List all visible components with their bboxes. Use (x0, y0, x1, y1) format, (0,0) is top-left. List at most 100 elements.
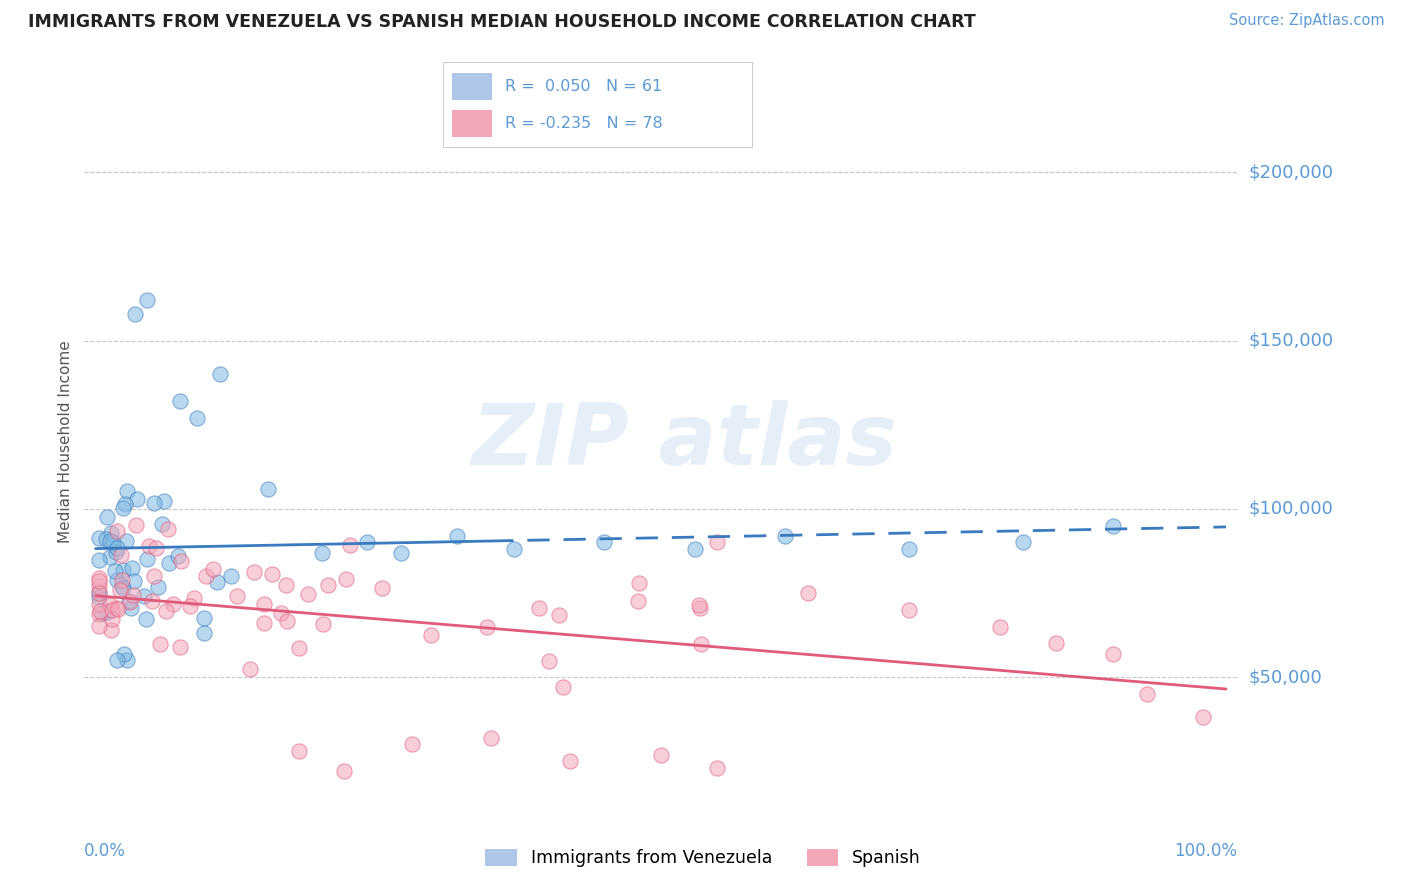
Point (105, 541, 128, 555)
Point (797, 586, 820, 600)
Bar (453, 110, 492, 137)
Point (112, 647, 135, 661)
Point (683, 542, 706, 557)
Point (479, 731, 502, 745)
Point (136, 552, 159, 566)
Point (149, 637, 172, 651)
Point (446, 529, 468, 543)
Point (371, 581, 394, 595)
Point (276, 578, 298, 592)
Point (118, 593, 141, 607)
Point (773, 529, 796, 543)
Point (87, 574, 110, 588)
Point (96, 605, 118, 619)
Point (89, 586, 111, 600)
Point (100, 526, 122, 541)
Text: ZIP atlas: ZIP atlas (471, 400, 897, 483)
Point (94, 532, 117, 546)
Point (100, 603, 122, 617)
Point (124, 307, 146, 321)
Point (87, 571, 110, 585)
Point (155, 604, 177, 618)
Point (1102, 647, 1125, 661)
Point (98, 599, 121, 613)
Text: 0.0%: 0.0% (84, 842, 127, 860)
Bar (453, 72, 492, 100)
Point (120, 601, 142, 615)
Point (551, 681, 574, 695)
Point (115, 653, 138, 667)
Point (401, 738, 423, 752)
Point (101, 534, 124, 549)
Point (111, 501, 134, 516)
Point (219, 569, 242, 583)
Point (121, 561, 143, 575)
Point (183, 591, 205, 605)
Point (335, 573, 357, 587)
Point (132, 589, 155, 603)
Point (87, 597, 110, 611)
Point (89, 585, 111, 599)
Point (111, 579, 134, 593)
Text: $100,000: $100,000 (1249, 500, 1333, 518)
Point (96, 509, 118, 524)
Text: R = -0.235   N = 78: R = -0.235 N = 78 (505, 116, 662, 131)
Point (138, 539, 160, 553)
Point (297, 586, 319, 600)
Point (253, 597, 276, 611)
Point (898, 603, 921, 617)
Point (87, 532, 110, 546)
Point (420, 628, 443, 642)
Point (502, 542, 524, 557)
Point (260, 566, 283, 581)
Point (193, 611, 215, 625)
Point (706, 761, 728, 775)
Text: R =  0.050   N = 61: R = 0.050 N = 61 (505, 78, 662, 94)
Point (276, 614, 298, 628)
Point (312, 616, 335, 631)
Point (239, 662, 262, 676)
Point (179, 599, 201, 613)
Point (115, 533, 138, 548)
Point (89, 604, 111, 618)
Point (253, 615, 276, 630)
Point (111, 563, 134, 577)
Text: $150,000: $150,000 (1249, 332, 1333, 350)
Point (288, 744, 311, 758)
Point (87, 619, 110, 633)
Point (270, 606, 292, 620)
Point (101, 612, 124, 626)
Point (141, 594, 163, 608)
Point (356, 535, 378, 549)
Point (1102, 518, 1125, 533)
Text: $200,000: $200,000 (1249, 163, 1333, 181)
Point (311, 546, 333, 560)
Point (689, 600, 711, 615)
Point (98, 550, 121, 565)
Text: $50,000: $50,000 (1249, 668, 1322, 686)
Point (148, 580, 170, 594)
Point (107, 602, 129, 616)
Point (208, 368, 231, 382)
Point (104, 564, 127, 578)
Point (87, 607, 110, 621)
Point (186, 411, 208, 425)
Point (339, 538, 361, 552)
Point (475, 620, 498, 634)
Point (225, 589, 247, 603)
Point (111, 573, 134, 587)
Point (91, 606, 114, 620)
Point (127, 491, 149, 506)
Point (529, 601, 551, 615)
Point (105, 573, 128, 587)
Point (1045, 636, 1067, 650)
Point (98, 533, 121, 548)
Point (125, 518, 148, 533)
Point (105, 653, 128, 667)
Y-axis label: Median Household Income: Median Household Income (58, 340, 73, 543)
Point (193, 626, 215, 640)
Point (157, 556, 180, 570)
Point (104, 601, 127, 615)
Point (169, 640, 191, 655)
Point (538, 654, 561, 668)
